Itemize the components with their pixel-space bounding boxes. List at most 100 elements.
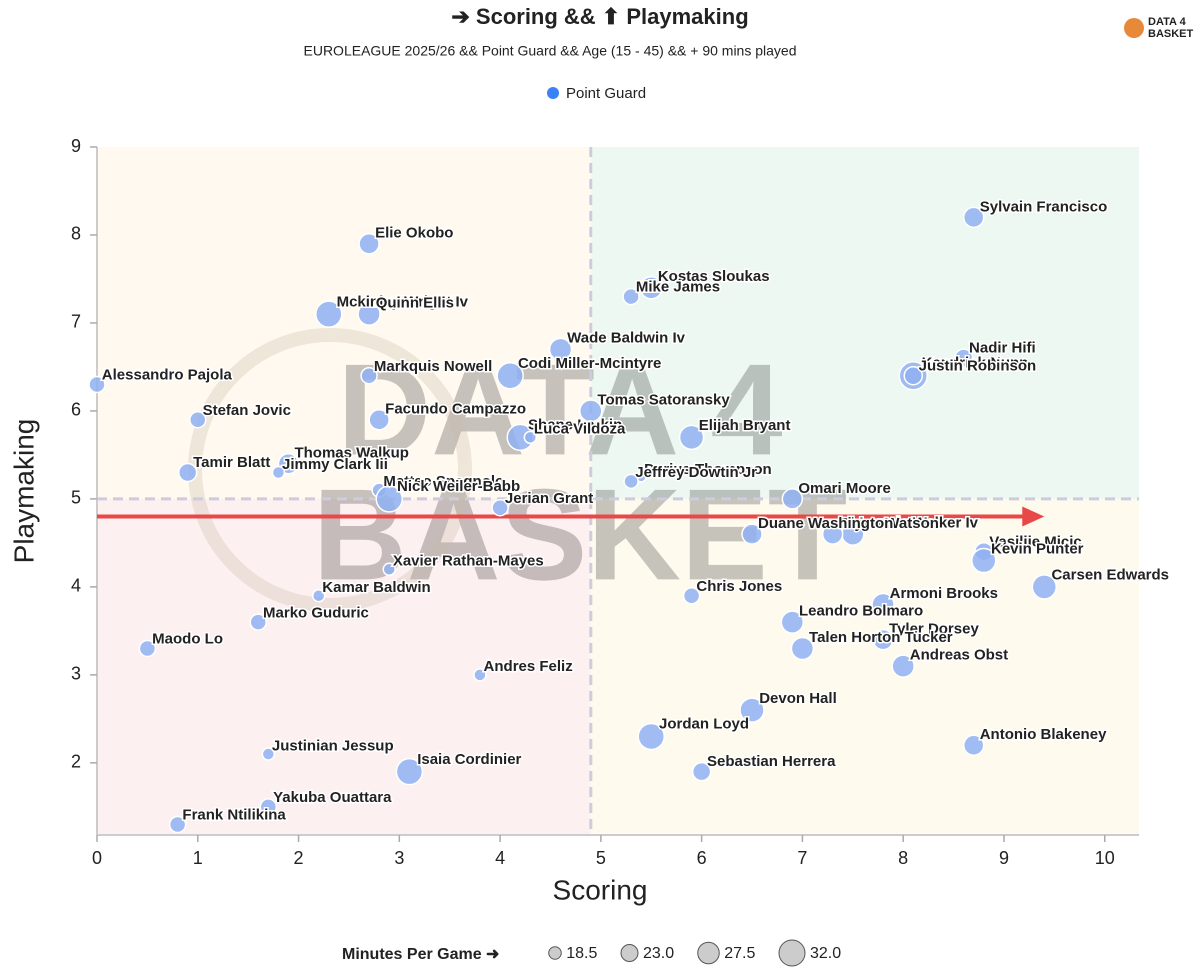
bubble bbox=[496, 361, 524, 390]
bubble-label: Quinn Ellis bbox=[376, 295, 454, 312]
bubble bbox=[138, 639, 157, 658]
bubble-label: Frank Ntilikina bbox=[182, 807, 286, 824]
bubble-label: Sylvain Francisco bbox=[980, 198, 1108, 215]
bubble-label: Leandro Bolmaro bbox=[799, 602, 923, 619]
bubble bbox=[780, 610, 805, 634]
bubble-label: Armoni Brooks bbox=[890, 585, 998, 602]
bubble bbox=[739, 697, 765, 723]
x-tick-label: 5 bbox=[596, 848, 606, 868]
x-tick-label: 10 bbox=[1095, 848, 1115, 868]
legend-label: Point Guard bbox=[566, 85, 646, 102]
bubble bbox=[962, 206, 985, 229]
bubble-label: Luca Vildoza bbox=[534, 421, 626, 438]
y-axis-label: Playmaking bbox=[8, 419, 39, 564]
size-legend-marker bbox=[697, 941, 720, 965]
x-tick-label: 8 bbox=[898, 848, 908, 868]
x-tick-label: 0 bbox=[92, 848, 102, 868]
reference-arrow-head bbox=[1022, 506, 1045, 527]
x-tick-label: 2 bbox=[294, 848, 304, 868]
bubble-label: Sebastian Herrera bbox=[707, 753, 836, 770]
bubble-label: Lonnie Walker Iv bbox=[859, 514, 978, 531]
bubble bbox=[548, 337, 573, 362]
chart-title: ➔ Scoring && ⬆ Playmaking bbox=[451, 4, 748, 29]
y-tick-label: 4 bbox=[71, 576, 81, 596]
bubble-label: Talen Horton Tucker bbox=[809, 629, 953, 646]
bubble-label: Elijah Bryant bbox=[699, 417, 791, 434]
y-tick-label: 9 bbox=[71, 136, 81, 156]
size-legend-label: 27.5 bbox=[724, 945, 755, 962]
bubble-label: Kostas Sloukas bbox=[658, 268, 770, 285]
bubble-label: Kendrick Nunn bbox=[922, 354, 1029, 371]
bubble bbox=[821, 523, 844, 545]
bubble bbox=[259, 798, 278, 816]
bubble bbox=[168, 815, 187, 834]
logo-text: DATA 4 bbox=[1148, 16, 1187, 28]
bubble-label: Chris Jones bbox=[696, 578, 782, 595]
bubble bbox=[953, 348, 974, 368]
bubble-label: Codi Miller-Mcintyre bbox=[518, 355, 661, 372]
bubble-label: Maodo Lo bbox=[152, 631, 223, 648]
x-tick-label: 9 bbox=[999, 848, 1009, 868]
bubble-label: Andres Feliz bbox=[484, 658, 573, 675]
size-legend-label: 23.0 bbox=[643, 945, 674, 962]
bubble bbox=[622, 287, 640, 306]
bubble bbox=[639, 276, 664, 300]
bubble bbox=[579, 399, 603, 423]
bubble bbox=[315, 300, 343, 328]
bubble-label: Jerian Grant bbox=[505, 490, 593, 507]
logo-text: BASKET bbox=[1148, 28, 1194, 40]
size-legend-label: 32.0 bbox=[810, 945, 841, 962]
bubble bbox=[872, 628, 894, 651]
bubble-label: Xavier Rathan-Mayes bbox=[393, 553, 544, 570]
bubble bbox=[360, 366, 378, 385]
bubble bbox=[491, 498, 509, 517]
bubble-label: Justinian Jessup bbox=[272, 737, 394, 754]
y-tick-label: 7 bbox=[71, 312, 81, 332]
bubble bbox=[637, 722, 666, 751]
bubble bbox=[741, 523, 763, 545]
bubble-label: Thomas Walkup bbox=[294, 445, 408, 462]
bubble bbox=[678, 424, 705, 451]
bubble bbox=[790, 636, 815, 661]
x-tick-label: 1 bbox=[193, 848, 203, 868]
x-axis-label: Scoring bbox=[553, 874, 648, 905]
bubble-label: Facundo Campazzo bbox=[385, 401, 526, 418]
bubble bbox=[261, 747, 276, 761]
chart-subtitle: EUROLEAGUE 2025/26 && Point Guard && Age… bbox=[304, 43, 797, 59]
bubble-label: Jordan Loyd bbox=[659, 716, 749, 733]
bubble-label: Nick Weiler-Babb bbox=[397, 478, 520, 495]
y-tick-label: 2 bbox=[71, 752, 81, 772]
bubble-label: Elie Okobo bbox=[375, 225, 453, 242]
bubble-label: Antonio Blakeney bbox=[980, 726, 1107, 743]
legend-marker bbox=[547, 87, 559, 99]
bubble bbox=[891, 654, 915, 678]
bubble bbox=[1031, 574, 1058, 600]
bubble-label: Matteo Spagnolo bbox=[383, 473, 504, 490]
size-legend-marker bbox=[778, 939, 806, 967]
bubble-label: Vasilije Micic bbox=[989, 533, 1082, 550]
bubble bbox=[623, 473, 639, 490]
y-tick-label: 6 bbox=[71, 400, 81, 420]
bubble bbox=[177, 462, 198, 483]
size-legend-marker bbox=[548, 946, 562, 960]
y-tick-label: 3 bbox=[71, 664, 81, 684]
size-legend-title: Minutes Per Game ➜ bbox=[342, 946, 499, 963]
bubble bbox=[903, 365, 924, 386]
x-tick-label: 7 bbox=[797, 848, 807, 868]
bubble-label: Alessandro Pajola bbox=[102, 367, 233, 384]
bubble bbox=[971, 547, 997, 574]
bubble-label: Omari Moore bbox=[798, 480, 891, 497]
bubble-label: Nadir Hifi bbox=[969, 340, 1036, 357]
bubble-label: Jimmy Clark Iii bbox=[282, 456, 388, 473]
x-tick-label: 4 bbox=[495, 848, 505, 868]
y-tick-label: 5 bbox=[71, 488, 81, 508]
bubble-label: Yakuba Ouattara bbox=[273, 789, 392, 806]
bubble bbox=[395, 757, 424, 786]
bubble bbox=[473, 668, 487, 682]
bubble-label: Justin Robinson bbox=[919, 357, 1037, 374]
quadrant bbox=[590, 498, 1139, 835]
size-legend-label: 18.5 bbox=[566, 945, 597, 962]
bubble-label: Andreas Obst bbox=[910, 646, 1008, 663]
x-tick-label: 6 bbox=[697, 848, 707, 868]
